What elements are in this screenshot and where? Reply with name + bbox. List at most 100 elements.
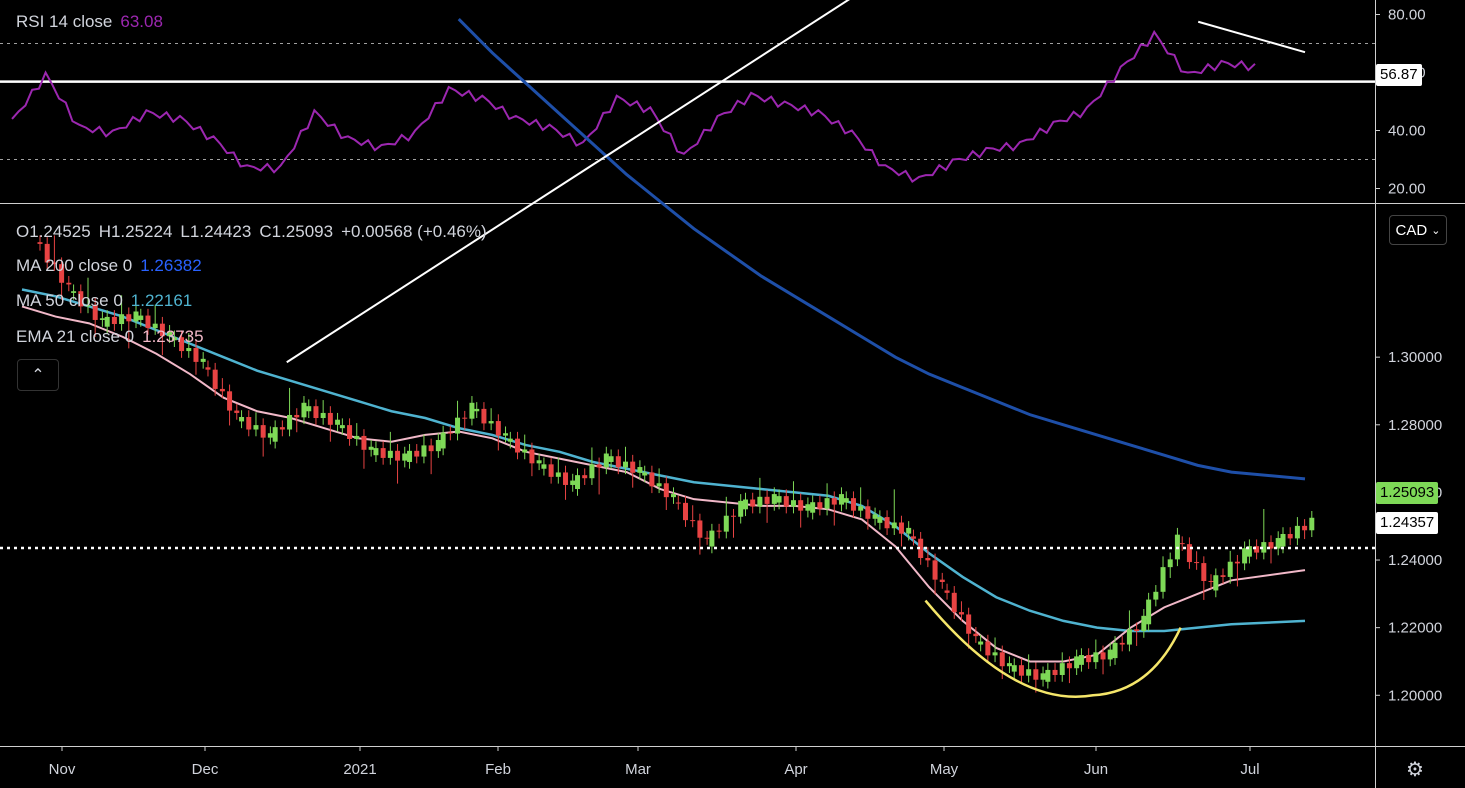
candle-body — [361, 435, 367, 450]
currency-button[interactable]: CAD ⌄ — [1389, 215, 1447, 245]
candle-body — [1040, 673, 1046, 680]
low-label: L — [180, 222, 190, 241]
candle-body — [1280, 533, 1286, 547]
candle-body — [1146, 599, 1152, 625]
candle-body — [1052, 669, 1058, 675]
candle-body — [167, 331, 173, 337]
candle-body — [179, 337, 185, 352]
candle-body — [798, 500, 804, 511]
candle-body — [145, 315, 151, 329]
ma200-legend[interactable]: MA 200 close 0 1.26382 — [16, 256, 210, 276]
candle-body — [750, 499, 756, 507]
candle-body — [402, 453, 408, 461]
candle-body — [99, 318, 105, 320]
candle-body — [186, 348, 192, 352]
candle-body — [671, 494, 677, 498]
ema21-label: EMA 21 close 0 — [16, 327, 135, 346]
candle-body — [339, 425, 345, 429]
candle-body — [1086, 655, 1092, 663]
candle-body — [1246, 546, 1252, 557]
last-price-tag-text: 1.25093 — [1380, 484, 1435, 501]
candle-body — [294, 414, 300, 418]
candle-body — [771, 494, 777, 504]
price-tick-label: 1.30000 — [1388, 349, 1442, 366]
candle-body — [1309, 517, 1315, 531]
candle-body — [1275, 538, 1281, 549]
time-axis-label: Feb — [485, 761, 511, 778]
candle-body — [1194, 562, 1200, 564]
candle-body — [407, 450, 413, 462]
candle-body — [368, 446, 374, 450]
ma200-line — [457, 17, 1306, 481]
candle-body — [877, 517, 883, 523]
candle-body — [474, 408, 480, 412]
candle-body — [1006, 663, 1012, 667]
candle-body — [1227, 561, 1233, 577]
candle-body — [906, 527, 912, 534]
chevron-up-icon: ⌃ — [31, 367, 45, 384]
candle-body — [843, 498, 849, 503]
open-value: 1.24525 — [29, 222, 91, 241]
rsi-tick-label: 80.00 — [1388, 7, 1426, 24]
rsi-tick-label: 40.00 — [1388, 123, 1426, 140]
candle-body — [347, 425, 353, 439]
candle-body — [205, 367, 211, 370]
candle-body — [1093, 652, 1099, 663]
gear-icon[interactable]: ⚙ — [1406, 759, 1424, 781]
low-value: 1.24423 — [189, 222, 252, 241]
currency-label: CAD — [1395, 221, 1428, 239]
candle-body — [910, 536, 916, 539]
candle-body — [973, 633, 979, 637]
candle-body — [529, 449, 535, 464]
candle-body — [1107, 649, 1113, 660]
candle-body — [421, 445, 427, 457]
candle-body — [999, 652, 1005, 667]
candle-body — [1134, 629, 1140, 632]
candle-body — [126, 314, 132, 322]
collapse-legend-button[interactable]: ⌃ — [17, 359, 59, 391]
candles — [37, 235, 1315, 693]
candle-body — [992, 652, 998, 656]
ma50-legend[interactable]: MA 50 close 0 1.22161 — [16, 291, 200, 311]
candle-body — [395, 450, 401, 461]
time-axis-label: 2021 — [343, 761, 376, 778]
candle-body — [824, 498, 830, 509]
candle-body — [1160, 567, 1166, 592]
candle-body — [738, 500, 744, 517]
candle-body — [435, 439, 441, 452]
candle-body — [709, 530, 715, 547]
price-tick-label: 1.22000 — [1388, 620, 1442, 637]
candle-body — [44, 243, 50, 263]
time-axis-label: Jun — [1084, 761, 1108, 778]
candle-body — [783, 496, 789, 507]
candle-body — [1201, 563, 1207, 581]
candle-body — [536, 460, 542, 464]
candle-body — [716, 530, 722, 532]
candle-body — [1287, 533, 1293, 539]
candle-body — [764, 496, 770, 504]
candle-body — [469, 402, 475, 419]
candle-body — [92, 304, 98, 320]
candle-body — [234, 410, 240, 413]
candle-body — [373, 448, 379, 456]
candle-body — [776, 496, 782, 503]
time-axis-label: Apr — [784, 761, 807, 778]
candle-body — [1254, 546, 1260, 553]
candle-body — [1213, 575, 1219, 591]
rsi-value: 63.08 — [120, 12, 163, 31]
candle-body — [507, 438, 513, 442]
ema21-legend[interactable]: EMA 21 close 0 1.23735 — [16, 327, 212, 347]
candle-body — [227, 391, 233, 411]
candle-body — [582, 475, 588, 479]
candle-body — [730, 515, 736, 517]
candle-body — [320, 412, 326, 419]
candle-body — [1026, 669, 1032, 676]
candle-body — [831, 498, 837, 505]
candle-body — [1119, 642, 1125, 645]
rsi-level-tag-text: 56.87 — [1380, 66, 1418, 83]
time-axis-label: Dec — [192, 761, 219, 778]
candle-body — [1018, 665, 1024, 676]
candle-body — [1126, 629, 1132, 645]
candle-body — [944, 590, 950, 593]
